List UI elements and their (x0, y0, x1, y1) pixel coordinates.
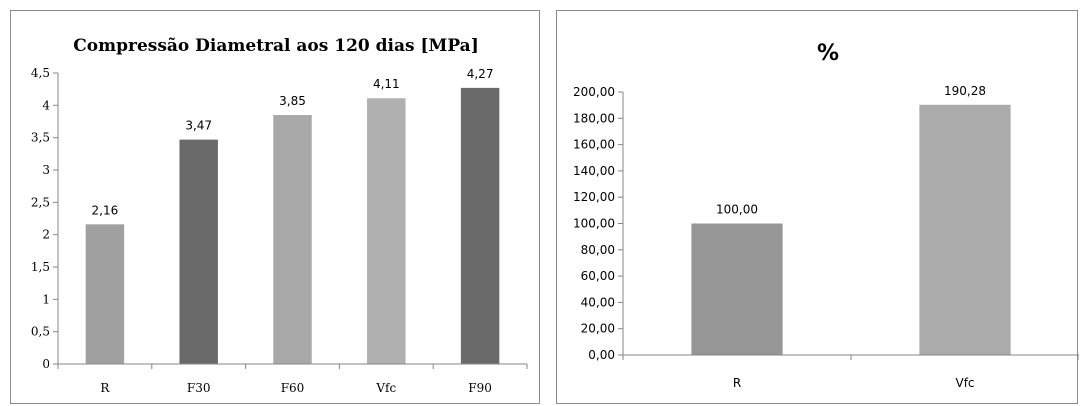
x-tick-label-F60: F60 (281, 381, 305, 395)
y-tick-label: 140,00 (573, 164, 615, 178)
y-tick-label: 2,5 (31, 195, 50, 209)
data-labels: 2,16 3,47 3,85 4,11 4,27 (92, 67, 494, 217)
bar-R (691, 223, 783, 355)
chart-percent-svg: % 0,00 20,00 40,00 60,00 80,00 100,00 120,00 14… (573, 41, 1079, 390)
x-tick-label-F90: F90 (468, 381, 492, 395)
y-tick-label: 4,5 (31, 66, 50, 80)
x-tick-label-Vfc: Vfc (955, 376, 974, 390)
data-label-Vfc: 4,11 (373, 77, 400, 91)
y-tick-label: 1,5 (31, 260, 50, 274)
y-tick-label: 80,00 (581, 243, 615, 257)
y-tick-label: 20,00 (581, 322, 615, 336)
data-labels: 100,00 190,28 (716, 84, 986, 217)
x-axis: R Vfc (622, 354, 1079, 390)
chart-compressao-svg: Compressão Diametral aos 120 dias [MPa] … (31, 36, 528, 395)
y-tick-label: 3 (42, 163, 50, 177)
x-tick-label-Vfc: Vfc (375, 381, 396, 395)
y-tick-label: 100,00 (573, 217, 615, 231)
y-axis: 0 0,5 1 1,5 2 2,5 3 3,5 4 4,5 (31, 66, 59, 371)
data-label-R: 2,16 (92, 203, 119, 217)
bar-R (85, 224, 125, 364)
x-tick-label-F30: F30 (187, 381, 211, 395)
data-label-F90: 4,27 (467, 67, 494, 81)
bar-F90 (460, 87, 500, 364)
chart-panel-compressao: Compressão Diametral aos 120 dias [MPa] … (10, 10, 540, 404)
bar-Vfc (367, 98, 406, 364)
x-axis: R F30 F60 Vfc F90 (57, 363, 528, 395)
data-label-F60: 3,85 (279, 94, 306, 108)
data-label-R: 100,00 (716, 203, 758, 217)
y-tick-label: 200,00 (573, 85, 615, 99)
data-label-Vfc: 190,28 (944, 84, 986, 98)
y-tick-label: 40,00 (581, 295, 615, 309)
chart-panel-percent: % 0,00 20,00 40,00 60,00 80,00 100,00 120,00 14… (556, 10, 1079, 404)
y-tick-label: 180,00 (573, 111, 615, 125)
y-tick-label: 3,5 (31, 131, 50, 145)
y-tick-label: 4 (42, 98, 50, 112)
y-tick-label: 60,00 (581, 269, 615, 283)
bars (85, 87, 500, 365)
bar-Vfc (919, 104, 1011, 355)
y-tick-label: 160,00 (573, 138, 615, 152)
bars (691, 104, 1011, 355)
bar-F30 (179, 139, 218, 364)
data-label-F30: 3,47 (185, 119, 212, 133)
y-tick-label: 120,00 (573, 190, 615, 204)
y-tick-label: 0 (42, 357, 50, 371)
bar-F60 (273, 115, 312, 365)
x-tick-label-R: R (733, 376, 741, 390)
y-tick-label: 0,5 (31, 325, 50, 339)
y-tick-label: 2 (42, 228, 50, 242)
y-tick-label: 1 (42, 292, 50, 306)
chart-title: Compressão Diametral aos 120 dias [MPa] (73, 36, 479, 56)
chart-title: % (817, 41, 839, 66)
y-axis: 0,00 20,00 40,00 60,00 80,00 100,00 120,00 140,… (573, 85, 624, 362)
x-tick-label-R: R (100, 381, 110, 395)
y-tick-label: 0,00 (588, 348, 615, 362)
